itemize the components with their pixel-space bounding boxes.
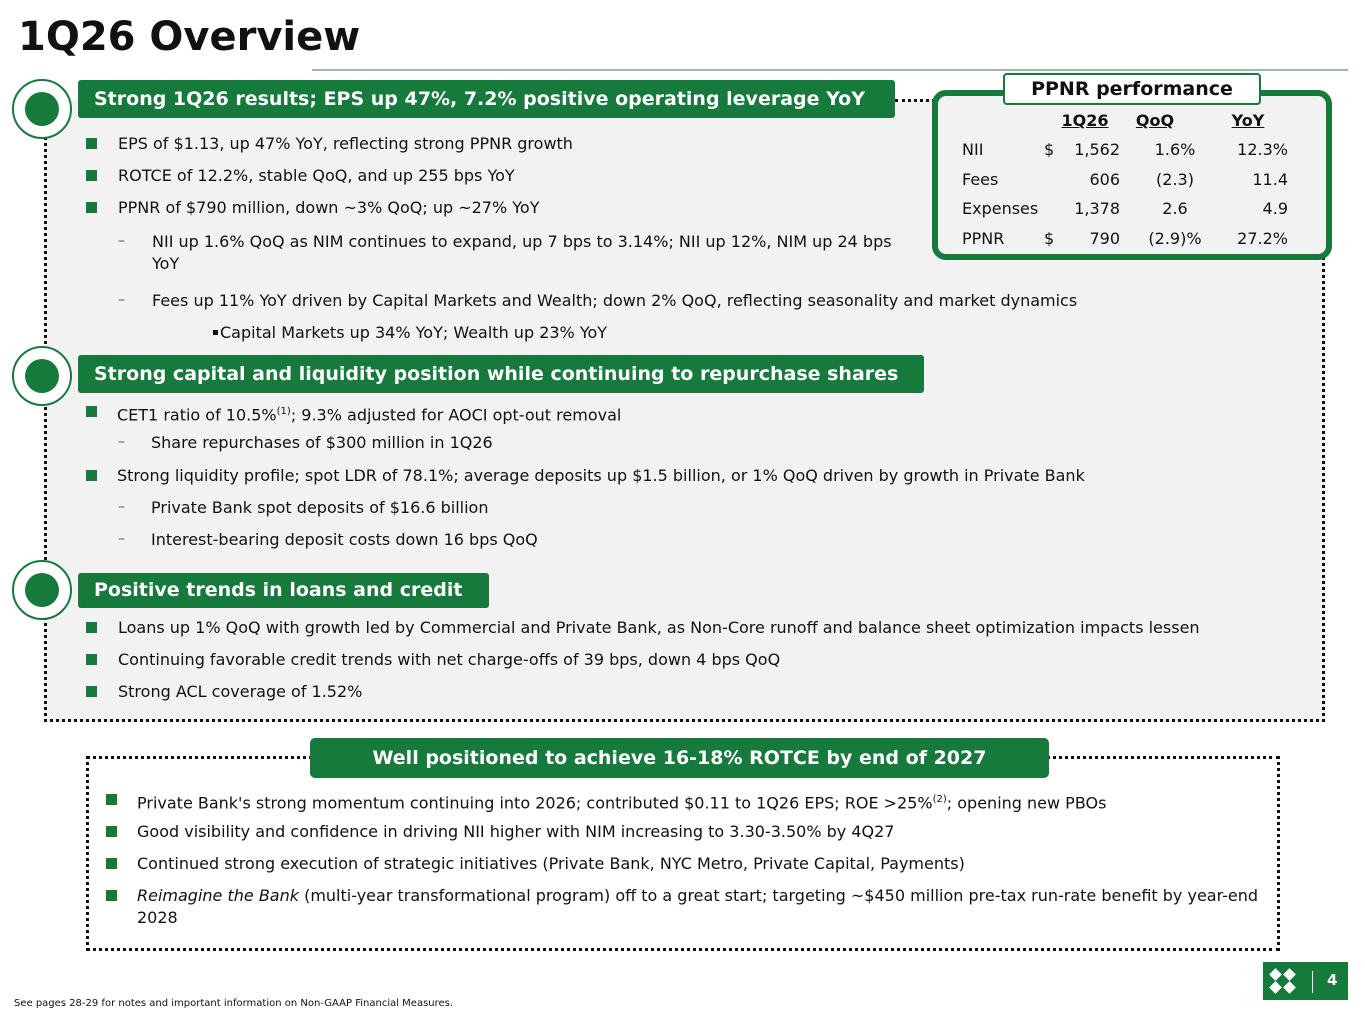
- item: EPS of $1.13, up 47% YoY, reflecting str…: [118, 134, 573, 153]
- text: ; 9.3% adjusted for AOCI opt-out removal: [290, 405, 622, 425]
- divider: [1312, 971, 1313, 993]
- ppnr-box: [932, 90, 1332, 260]
- currency: $: [1044, 140, 1055, 159]
- icon: [12, 79, 72, 139]
- row-label: Expenses: [962, 199, 1039, 218]
- bullet: [86, 406, 97, 417]
- ppnr-title: PPNR performance: [1003, 73, 1261, 105]
- bullet: [86, 138, 97, 149]
- dash: –: [118, 531, 125, 547]
- item: Capital Markets up 34% YoY; Wealth up 23…: [220, 323, 608, 342]
- bullet: [86, 170, 97, 181]
- cell: 27.2%: [1237, 228, 1288, 248]
- cell: 1,562: [1074, 140, 1120, 159]
- dash: –: [118, 233, 125, 249]
- column-header: YoY: [1231, 111, 1265, 130]
- currency: $: [1044, 228, 1055, 248]
- item: Continued strong execution of strategic …: [137, 854, 965, 873]
- logo: 4: [1263, 962, 1348, 1000]
- row-label: NII: [962, 140, 984, 159]
- bullet: [86, 470, 97, 481]
- item: Interest-bearing deposit costs down 16 b…: [151, 530, 538, 549]
- cell: 1.6%: [1154, 140, 1196, 159]
- bullet: [106, 890, 117, 901]
- item: Fees up 11% YoY driven by Capital Market…: [152, 291, 1078, 310]
- bullet: [106, 794, 117, 805]
- item: Private Bank's strong momentum continuin…: [137, 789, 1106, 814]
- cell: 790: [1089, 228, 1120, 248]
- item: Strong ACL coverage of 1.52%: [118, 682, 363, 701]
- title: 1Q26 Overview: [18, 14, 361, 60]
- row-label: Fees: [962, 169, 999, 189]
- footnote-ref: (1): [276, 406, 291, 417]
- icon: [12, 346, 72, 406]
- item: CET1 ratio of 10.5%(1); 9.3% adjusted fo…: [117, 401, 621, 426]
- bullet: [86, 686, 97, 697]
- footnote-ref: (2): [932, 794, 947, 805]
- item: Private Bank spot deposits of $16.6 bill…: [151, 498, 489, 517]
- dash: –: [118, 434, 125, 450]
- outlook-heading: Well positioned to achieve 16-18% ROTCE …: [310, 738, 1049, 778]
- item: Reimagine the Bank (multi-year transform…: [137, 885, 1262, 929]
- bullet: [86, 654, 97, 665]
- row-label: PPNR: [962, 228, 1005, 248]
- section-heading: Positive trends in loans and credit: [78, 573, 489, 608]
- dash: –: [118, 292, 125, 308]
- footnote: See pages 28-29 for notes and important …: [14, 998, 454, 1009]
- cell: (2.9)%: [1148, 228, 1202, 248]
- item: Share repurchases of $300 million in 1Q2…: [151, 433, 493, 452]
- text: ; opening new PBOs: [946, 793, 1107, 813]
- cell: 11.4: [1252, 169, 1288, 189]
- bullet: [86, 202, 97, 213]
- rule: [312, 69, 1348, 71]
- bullet: [213, 330, 218, 335]
- text: Reimagine the Bank: [137, 886, 299, 905]
- item: Strong liquidity profile; spot LDR of 78…: [117, 466, 1085, 485]
- dots: [895, 99, 935, 102]
- column-header: 1Q26: [1061, 111, 1109, 130]
- cell: 2.6: [1162, 199, 1188, 218]
- cell: 1,378: [1074, 199, 1120, 218]
- dash: –: [118, 499, 125, 515]
- section-heading: Strong 1Q26 results; EPS up 47%, 7.2% po…: [78, 80, 895, 118]
- item: Loans up 1% QoQ with growth led by Comme…: [118, 618, 1200, 637]
- item: NII up 1.6% QoQ as NIM continues to expa…: [152, 232, 892, 273]
- cell: 606: [1089, 169, 1120, 189]
- logo-mark: [1269, 968, 1296, 994]
- text: Private Bank's strong momentum continuin…: [137, 793, 933, 813]
- cell: (2.3): [1156, 169, 1194, 189]
- item: Continuing favorable credit trends with …: [118, 650, 781, 669]
- bullet: [86, 622, 97, 633]
- item: Good visibility and confidence in drivin…: [137, 822, 895, 841]
- column-header: QoQ: [1135, 111, 1175, 130]
- bullet: [106, 826, 117, 837]
- text: CET1 ratio of 10.5%: [117, 405, 277, 425]
- icon: [12, 560, 72, 620]
- bullet: [106, 858, 117, 869]
- item: PPNR of $790 million, down ~3% QoQ; up ~…: [118, 198, 540, 217]
- cell: 12.3%: [1237, 140, 1288, 159]
- item: ROTCE of 12.2%, stable QoQ, and up 255 b…: [118, 166, 515, 185]
- section-heading: Strong capital and liquidity position wh…: [78, 355, 924, 393]
- cell: 4.9: [1262, 199, 1288, 218]
- page-number: 4: [1327, 971, 1338, 989]
- text: (multi-year transformational program) of…: [137, 886, 1259, 927]
